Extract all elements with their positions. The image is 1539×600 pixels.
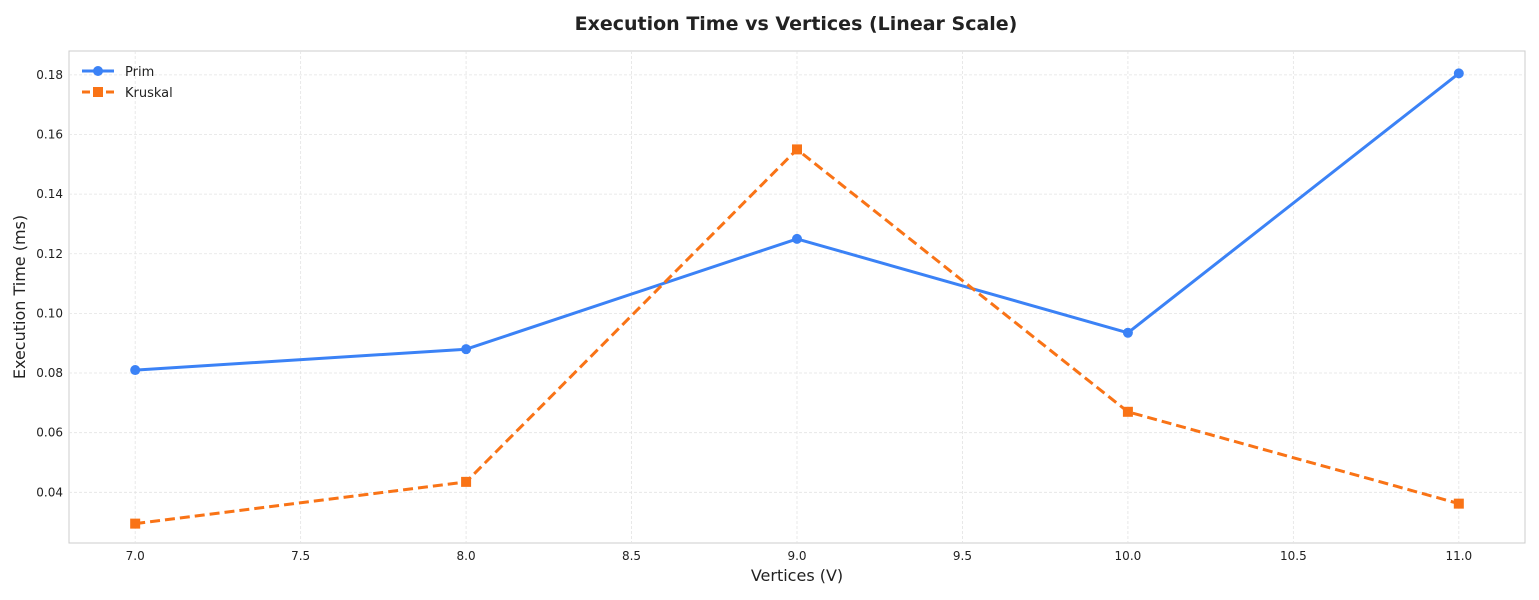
- y-tick-label: 0.12: [36, 247, 63, 261]
- data-point-prim: [1453, 68, 1464, 79]
- y-grid-lines: [69, 74, 1525, 493]
- x-tick-label: 9.5: [953, 549, 972, 563]
- legend-marker: [93, 87, 103, 97]
- y-tick-label: 0.10: [36, 306, 63, 320]
- data-point-kruskal: [792, 144, 802, 155]
- legend: Prim Kruskal: [82, 65, 173, 101]
- data-point-kruskal: [1122, 406, 1133, 417]
- x-tick-label: 7.5: [291, 549, 310, 563]
- data-point-prim: [461, 344, 472, 355]
- series-kruskal: [130, 144, 1464, 529]
- y-tick-label: 0.14: [36, 187, 63, 201]
- data-point-kruskal: [1453, 498, 1464, 509]
- chart-title: Execution Time vs Vertices (Linear Scale…: [575, 13, 1018, 35]
- x-tick-label: 11.0: [1445, 549, 1472, 563]
- y-axis-label: Execution Time (ms): [10, 215, 29, 379]
- legend-label: Prim: [125, 65, 154, 80]
- y-tick-label: 0.04: [36, 485, 63, 499]
- y-tick-label: 0.08: [36, 366, 63, 380]
- y-tick-label: 0.06: [36, 426, 63, 440]
- data-point-prim: [792, 233, 802, 244]
- legend-label: Kruskal: [125, 86, 173, 101]
- x-tick-labels: 7.0 7.5 8.0 8.5 9.0 9.5 10.0 10.5 11.0: [126, 549, 1473, 563]
- x-tick-label: 7.0: [126, 549, 145, 563]
- y-tick-label: 0.16: [36, 127, 63, 141]
- data-point-prim: [130, 365, 141, 376]
- y-tick-labels: 0.04 0.06 0.08 0.10 0.12 0.14 0.16 0.18: [36, 68, 63, 499]
- legend-entry-prim: Prim: [82, 65, 154, 80]
- series-layer: [130, 68, 1464, 529]
- data-point-prim: [1122, 327, 1133, 338]
- x-tick-label: 10.5: [1280, 549, 1307, 563]
- x-tick-label: 8.5: [622, 549, 641, 563]
- x-axis-label: Vertices (V): [751, 566, 843, 585]
- x-tick-label: 9.0: [787, 549, 806, 563]
- x-tick-label: 8.0: [457, 549, 476, 563]
- data-point-kruskal: [461, 476, 472, 487]
- x-tick-label: 10.0: [1115, 549, 1142, 563]
- y-tick-label: 0.18: [36, 68, 63, 82]
- series-prim: [130, 68, 1464, 376]
- legend-entry-kruskal: Kruskal: [82, 86, 173, 101]
- x-grid-lines: [134, 51, 1460, 543]
- data-point-kruskal: [130, 518, 141, 529]
- legend-marker: [93, 66, 103, 76]
